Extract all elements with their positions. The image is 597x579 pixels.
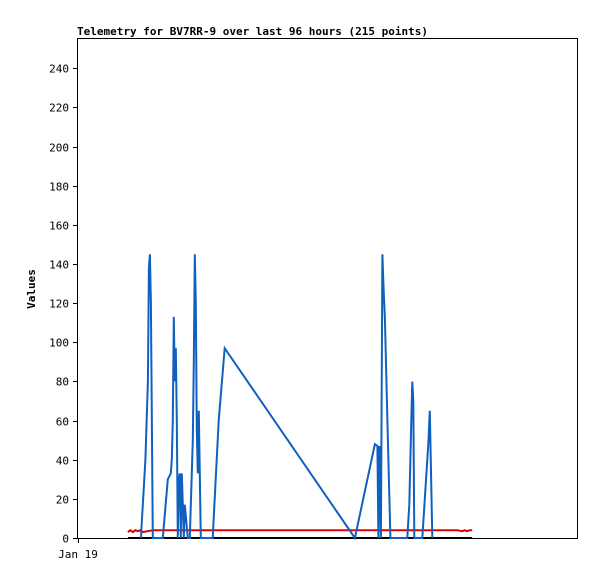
y-tick-label: 0 bbox=[62, 533, 69, 546]
x-tick-label: Jan 19 bbox=[58, 548, 98, 561]
y-tick-label: 80 bbox=[56, 376, 69, 389]
y-tick-label: 60 bbox=[56, 416, 69, 429]
y-tick-label: 120 bbox=[49, 298, 69, 311]
series-line-0 bbox=[139, 254, 434, 541]
x-axis: Jan 19 bbox=[58, 538, 98, 561]
y-tick-label: 180 bbox=[49, 181, 69, 194]
series-layer bbox=[127, 254, 473, 541]
y-tick-label: 40 bbox=[56, 455, 69, 468]
y-axis: 0 20 40 60 80 100 120 140 160 180 200 220 240 bbox=[49, 63, 78, 546]
series-line-1 bbox=[127, 528, 473, 534]
y-tick-label: 220 bbox=[49, 102, 69, 115]
y-tick-label: 20 bbox=[56, 494, 69, 507]
y-tick-label: 200 bbox=[49, 142, 69, 155]
y-tick-label: 100 bbox=[49, 337, 69, 350]
y-axis-label: Values bbox=[25, 269, 38, 309]
y-tick-label: 240 bbox=[49, 63, 69, 76]
y-tick-label: 160 bbox=[49, 220, 69, 233]
chart-title: Telemetry for BV7RR-9 over last 96 hours… bbox=[77, 25, 428, 38]
y-tick-label: 140 bbox=[49, 259, 69, 272]
